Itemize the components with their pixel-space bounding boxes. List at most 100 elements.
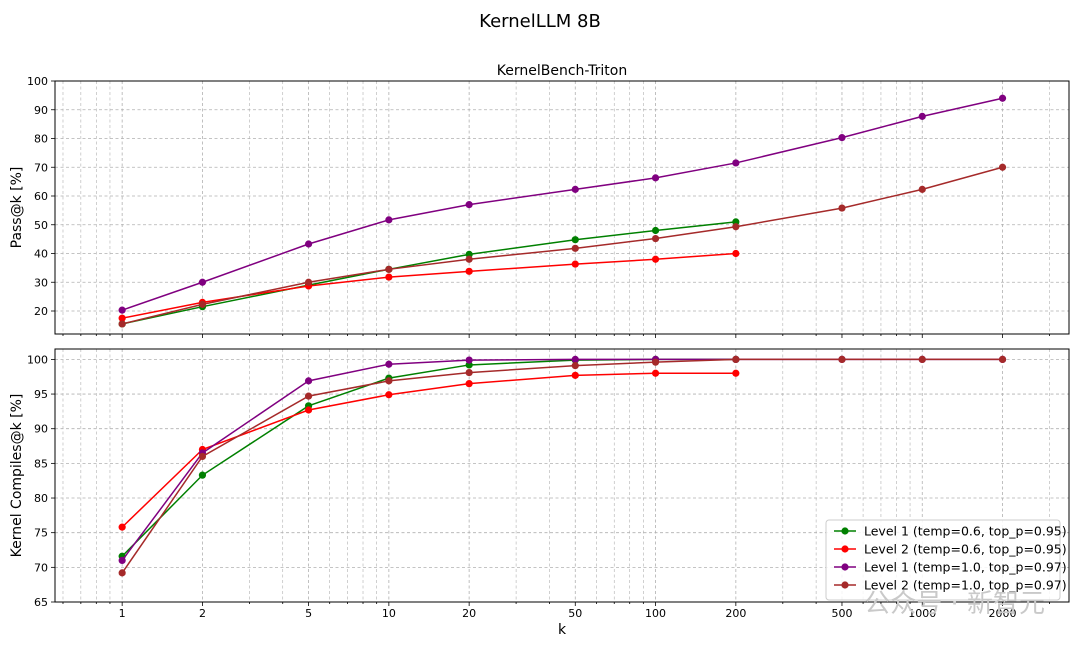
y-tick-label: 100: [27, 75, 48, 88]
x-axis-label: k: [558, 622, 567, 638]
x-tick-label: 50: [568, 607, 582, 620]
data-point: [304, 240, 313, 248]
x-tick-label: 200: [725, 607, 746, 620]
axes-frame: [54, 80, 1070, 335]
legend-entry: Level 2 (temp=0.6, top_p=0.95): [834, 542, 1067, 557]
y-axis-label: Pass@k [%]: [9, 167, 25, 249]
legend-swatch-marker: [841, 563, 849, 571]
y-tick-label: 90: [34, 423, 48, 436]
x-tick-label: 1: [119, 607, 126, 620]
y-tick-label: 85: [34, 457, 48, 470]
y-tick-label: 90: [34, 104, 48, 117]
legend-label: Level 2 (temp=0.6, top_p=0.95): [864, 542, 1067, 557]
y-tick-label: 50: [34, 219, 48, 232]
data-point: [571, 362, 579, 370]
data-point: [465, 356, 473, 364]
data-point: [465, 255, 473, 263]
compiles-at-k-panel: 1 2 5 10 20 50 100 200 500 1000 2000 k 65 70 75 80 85 90 9…: [9, 348, 1070, 638]
legend-label: Level 1 (temp=0.6, top_p=0.95): [864, 524, 1067, 539]
data-point: [571, 355, 579, 363]
axes-frame: [54, 348, 1070, 603]
y-tick-label: 60: [34, 190, 48, 203]
x-tick-label: 500: [831, 607, 852, 620]
panel-title: KernelBench-Triton: [497, 63, 627, 79]
data-point: [118, 569, 126, 577]
data-point: [118, 306, 126, 314]
grid: [55, 80, 1069, 334]
data-point: [732, 355, 740, 363]
x-tick-label: 20: [462, 607, 476, 620]
data-point: [385, 265, 393, 273]
y-tick-label: 80: [34, 492, 48, 505]
x-tick-label: 1000: [908, 607, 936, 620]
legend-label: Level 1 (temp=1.0, top_p=0.97): [864, 560, 1067, 575]
watermark: 公众号 · 新智元: [864, 589, 1045, 619]
data-point: [465, 368, 473, 377]
data-point: [465, 201, 473, 209]
x-tick-label: 2000: [989, 607, 1017, 620]
y-tick-label: 75: [34, 527, 48, 540]
data-point: [465, 380, 473, 388]
series-line: [121, 372, 736, 528]
legend-entry: Level 2 (temp=1.0, top_p=0.97): [834, 578, 1067, 593]
data-point: [118, 523, 126, 531]
y-tick-label: 80: [34, 133, 48, 146]
legend-entry: Level 1 (temp=0.6, top_p=0.95): [834, 524, 1067, 539]
data-point: [465, 267, 473, 275]
data-point: [571, 260, 579, 268]
data-point: [118, 556, 126, 565]
data-point: [385, 273, 393, 281]
y-tick-label: 100: [27, 353, 48, 366]
series-4: [118, 163, 1007, 328]
data-point: [998, 94, 1007, 102]
data-point: [918, 112, 926, 120]
y-tick-label: 65: [34, 596, 48, 609]
legend-label: Level 2 (temp=1.0, top_p=0.97): [864, 578, 1067, 593]
pass-at-k-panel: 20 30 40 50 60 70 80 90 100 Pass@k [%] KernelBench…: [9, 63, 1070, 338]
series-4: [118, 355, 1007, 577]
data-point: [118, 320, 126, 328]
x-tick-label: 5: [305, 607, 312, 620]
legend-entry: Level 1 (temp=1.0, top_p=0.97): [834, 560, 1067, 575]
data-point: [838, 134, 846, 142]
legend-swatch-marker: [841, 545, 849, 553]
legend-box: [825, 519, 1061, 601]
series-line: [122, 221, 736, 325]
data-point: [571, 371, 579, 379]
data-point: [304, 278, 313, 286]
y-tick-label: 30: [34, 276, 48, 289]
data-point: [571, 236, 579, 244]
data-point: [198, 278, 207, 286]
data-point: [651, 174, 660, 182]
data-point: [385, 360, 393, 368]
series-line: [122, 252, 736, 319]
data-point: [571, 185, 579, 193]
data-point: [732, 249, 740, 258]
x-tick-label: 100: [645, 607, 666, 620]
data-point: [651, 358, 660, 366]
data-point: [732, 159, 740, 167]
data-point: [732, 369, 740, 377]
data-point: [118, 314, 126, 322]
data-point: [385, 377, 393, 385]
data-point: [918, 185, 926, 193]
series-3: [118, 94, 1007, 314]
series-line: [121, 97, 1003, 311]
data-point: [651, 369, 660, 377]
series-2: [118, 249, 740, 322]
data-point: [385, 391, 393, 399]
data-point: [651, 255, 660, 263]
data-point: [571, 244, 579, 252]
data-point: [304, 406, 313, 414]
data-point: [838, 204, 846, 212]
y-tick-label: 70: [34, 561, 48, 574]
data-point: [198, 452, 207, 461]
y-tick-label: 20: [34, 305, 48, 318]
y-tick-label: 70: [34, 161, 48, 174]
data-point: [198, 471, 207, 479]
data-point: [385, 216, 393, 224]
y-axis-label: Kernel Compiles@k [%]: [9, 394, 25, 558]
data-point: [998, 355, 1007, 363]
data-point: [651, 234, 660, 243]
